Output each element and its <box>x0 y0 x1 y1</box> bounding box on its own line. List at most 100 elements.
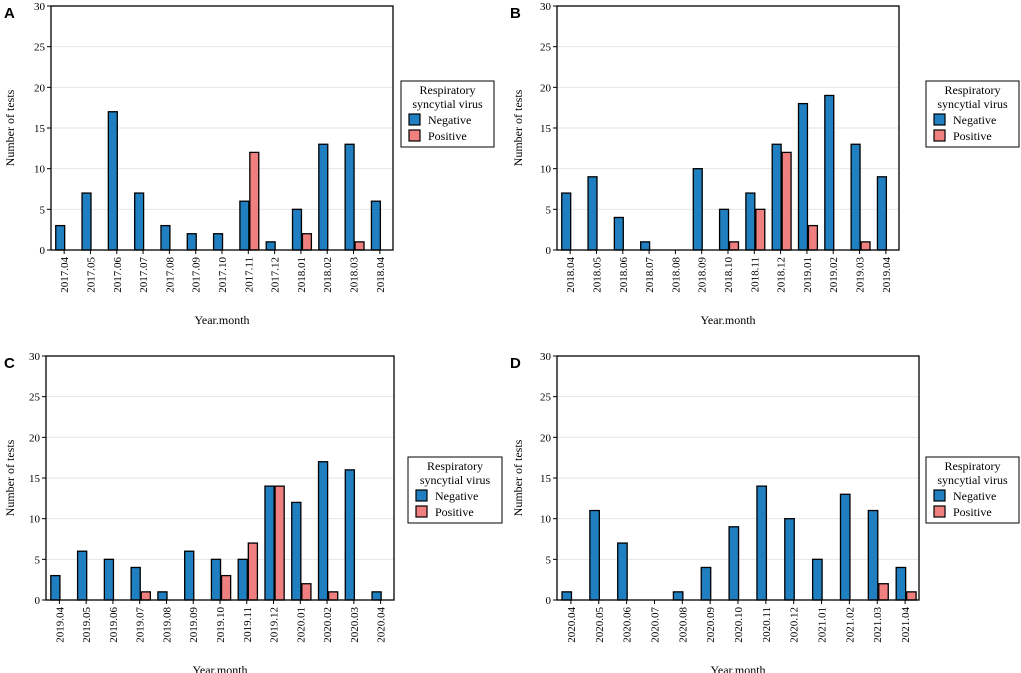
x-tick-label: 2019.04 <box>881 257 893 293</box>
bar-negative-2018.02 <box>318 143 329 251</box>
bar-negative-2020.04 <box>561 591 573 601</box>
y-tick-label: 5 <box>546 204 552 216</box>
legend-title-line2: syncytial virus <box>420 473 491 487</box>
panel-letter: A <box>4 5 15 22</box>
y-tick-label: 30 <box>540 351 552 363</box>
x-tick-label: 2020.02 <box>322 607 334 643</box>
x-tick-label: 2020.10 <box>733 607 745 643</box>
panel-letter: C <box>4 355 15 372</box>
y-tick-label: 15 <box>29 473 41 485</box>
bar-negative-2019.05 <box>76 550 88 601</box>
x-tick-label: 2017.12 <box>270 257 282 293</box>
legend-swatch-negative <box>933 113 946 126</box>
bar-positive-2019.07 <box>140 591 151 601</box>
bar-negative-2019.09 <box>184 550 195 601</box>
chart-panel-c: C 2019.04 2019.05 2019.06 2019.07 2019.08 2019… <box>3 351 503 673</box>
x-tick-label: 2019.02 <box>828 257 840 293</box>
x-tick-label: 2019.09 <box>188 607 200 643</box>
x-tick-label: 2019.10 <box>215 607 227 643</box>
y-axis-title: Number of tests <box>511 439 525 516</box>
bar-negative-2019.07 <box>130 566 141 601</box>
y-tick-label: 20 <box>34 82 46 94</box>
bar-negative-2019.08 <box>157 591 168 601</box>
bar-negative-2020.11 <box>756 485 768 601</box>
bar-negative-2018.04 <box>561 192 572 251</box>
bar-negative-2018.03 <box>344 143 355 251</box>
bar-positive-2020.01 <box>301 583 312 601</box>
bar-positive-2020.02 <box>327 591 339 601</box>
legend-title-line1: Respiratory <box>420 83 476 97</box>
y-tick-label: 25 <box>34 42 46 54</box>
x-tick-label: 2020.03 <box>349 607 361 643</box>
x-tick-label: 2019.08 <box>161 607 173 643</box>
x-tick-label: 2020.09 <box>705 607 717 643</box>
bar-negative-2020.05 <box>589 509 600 601</box>
bar-positive-2017.11 <box>249 151 260 251</box>
chart-panel-a: A 2017.04 2017.05 2017.06 2017.07 2017.08 2017… <box>3 1 495 327</box>
y-tick-label: 30 <box>34 1 46 13</box>
bar-negative-2019.03 <box>850 143 861 251</box>
x-tick-label: 2018.05 <box>591 257 603 293</box>
x-tick-label: 2018.11 <box>749 257 761 292</box>
legend-label-negative: Negative <box>953 113 996 127</box>
x-axis-title: Year.month <box>710 663 765 673</box>
x-tick-label: 2019.06 <box>108 607 120 643</box>
bar-negative-2020.06 <box>617 542 628 601</box>
y-tick-label: 25 <box>29 392 41 404</box>
y-tick-label: 0 <box>546 245 552 257</box>
y-tick-label: 0 <box>546 595 552 607</box>
x-tick-label: 2019.04 <box>54 607 66 643</box>
x-tick-label: 2017.10 <box>217 257 229 293</box>
y-axis-title: Number of tests <box>3 89 17 166</box>
x-tick-label: 2018.02 <box>322 257 334 293</box>
bar-negative-2018.05 <box>587 176 598 251</box>
legend-title-line1: Respiratory <box>945 459 1001 473</box>
x-tick-label: 2017.11 <box>243 257 255 292</box>
bar-negative-2021.03 <box>867 509 879 601</box>
bar-positive-2018.11 <box>755 208 766 251</box>
legend-label-negative: Negative <box>435 489 478 503</box>
bar-positive-2018.01 <box>301 233 313 251</box>
bar-negative-2019.02 <box>824 94 835 251</box>
y-axis-title: Number of tests <box>3 439 17 516</box>
bar-negative-2019.01 <box>797 102 809 251</box>
bar-positive-2019.11 <box>247 542 259 601</box>
bar-negative-2021.01 <box>811 558 823 601</box>
bar-negative-2020.02 <box>317 461 329 601</box>
y-axis-title: Number of tests <box>511 89 525 166</box>
x-tick-label: 2021.04 <box>900 607 912 643</box>
y-tick-label: 30 <box>29 351 41 363</box>
legend-title-line1: Respiratory <box>945 83 1001 97</box>
x-tick-label: 2021.02 <box>844 607 856 643</box>
legend-label-negative: Negative <box>953 489 996 503</box>
bar-negative-2018.01 <box>291 208 303 251</box>
legend-swatch-positive <box>415 505 428 518</box>
bar-negative-2019.11 <box>237 558 248 601</box>
bar-negative-2020.10 <box>728 526 740 601</box>
y-tick-label: 30 <box>540 1 552 13</box>
y-tick-label: 15 <box>34 123 46 135</box>
bar-negative-2017.10 <box>212 233 224 251</box>
bar-negative-2018.10 <box>718 208 730 251</box>
legend-swatch-negative <box>415 489 428 502</box>
y-tick-label: 10 <box>29 514 41 526</box>
bar-negative-2017.08 <box>160 224 171 251</box>
bar-negative-2017.12 <box>265 241 276 251</box>
bar-positive-2021.04 <box>905 591 917 601</box>
y-tick-label: 25 <box>540 392 552 404</box>
bar-positive-2019.10 <box>220 574 232 601</box>
y-tick-label: 15 <box>540 473 552 485</box>
x-tick-label: 2018.04 <box>375 257 387 293</box>
bar-negative-2019.06 <box>103 558 115 601</box>
y-tick-label: 5 <box>546 554 552 566</box>
bar-negative-2019.04 <box>876 176 888 251</box>
x-axis-title: Year.month <box>192 663 247 673</box>
y-tick-label: 10 <box>34 164 46 176</box>
bar-negative-2020.12 <box>784 518 795 601</box>
bar-negative-2017.07 <box>134 192 145 251</box>
bar-negative-2019.10 <box>210 558 222 601</box>
y-tick-label: 5 <box>35 554 41 566</box>
